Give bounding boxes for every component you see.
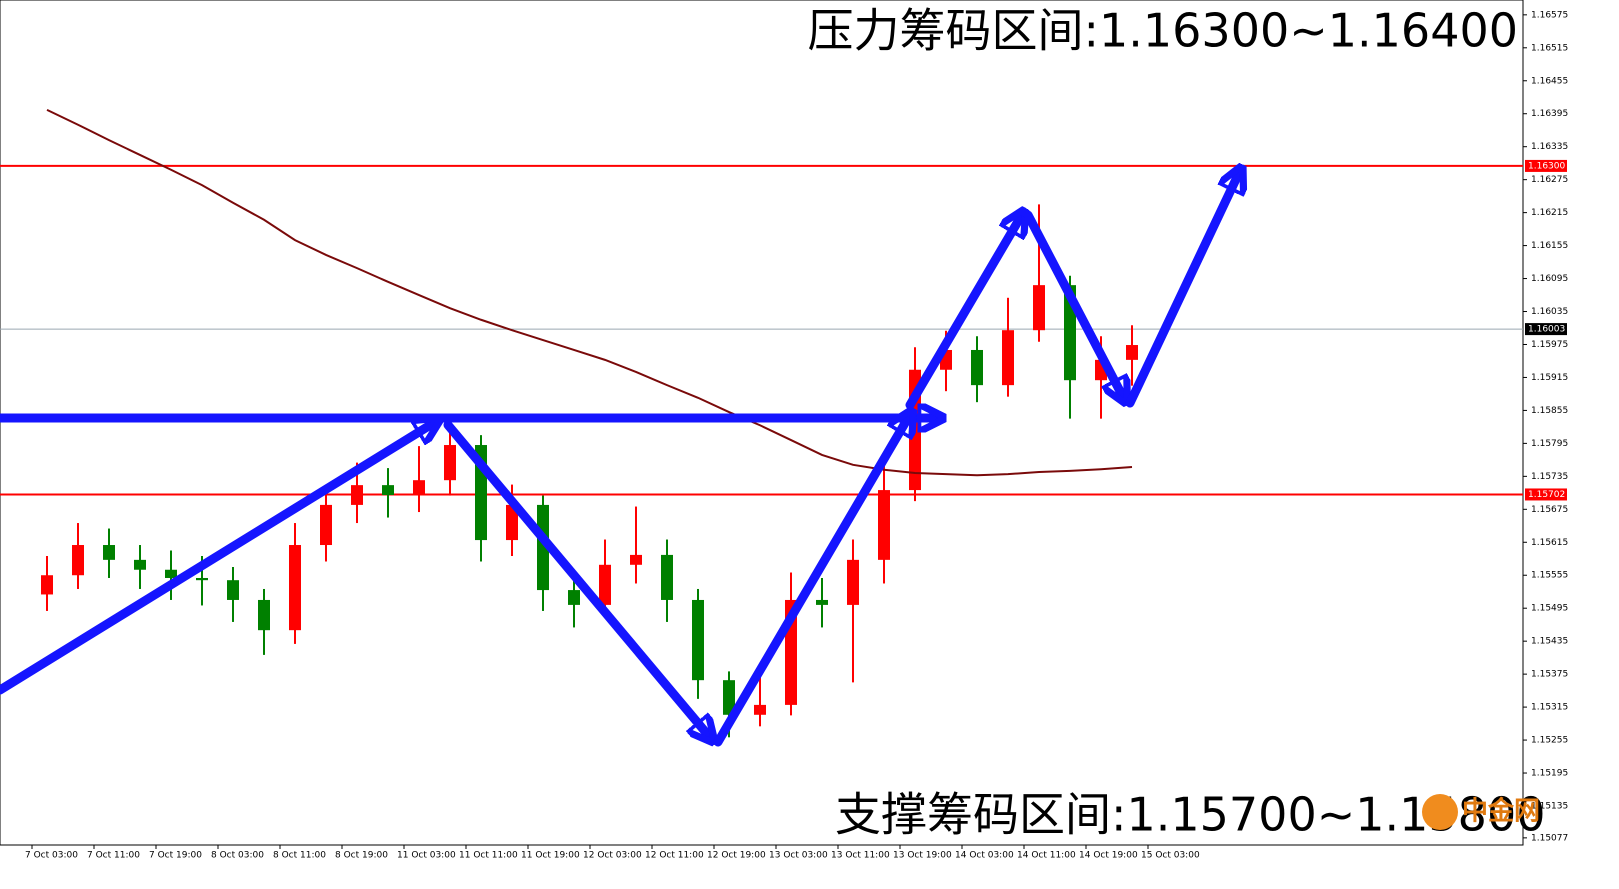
price-marker-label: 1.15702 — [1528, 490, 1565, 500]
candle-body — [568, 590, 580, 605]
candle-body — [196, 577, 208, 581]
x-tick-label: 11 Oct 11:00 — [459, 851, 518, 861]
candle-body — [878, 490, 890, 560]
y-tick-label: 1.16455 — [1531, 76, 1568, 86]
y-tick-label: 1.15555 — [1531, 571, 1568, 581]
y-tick-label: 1.15675 — [1531, 505, 1568, 515]
candle-body — [103, 545, 115, 560]
candle-body — [599, 564, 611, 605]
price-marker — [1525, 159, 1567, 172]
candle-body — [227, 580, 239, 600]
moving-average — [46, 108, 1133, 477]
candle-body — [1033, 285, 1045, 331]
candle-body — [971, 349, 983, 386]
candle-body — [413, 480, 425, 496]
candle-body — [134, 559, 146, 570]
y-tick-label: 1.16395 — [1531, 109, 1568, 119]
price-marker — [1525, 488, 1567, 501]
x-tick-label: 12 Oct 19:00 — [707, 851, 766, 861]
candle-body — [351, 485, 363, 505]
y-tick-label: 1.15735 — [1531, 472, 1568, 482]
x-tick-label: 7 Oct 11:00 — [87, 851, 140, 861]
candle-body — [816, 599, 828, 605]
candle-body — [723, 680, 735, 715]
candle-body — [72, 545, 84, 576]
candle-body — [1002, 330, 1014, 386]
logo-icon — [1422, 794, 1458, 830]
x-tick-label: 11 Oct 19:00 — [521, 851, 580, 861]
candle-body — [537, 504, 549, 591]
candle-body — [320, 504, 332, 546]
x-tick-label: 12 Oct 03:00 — [583, 851, 642, 861]
arrow — [443, 420, 708, 735]
candle-body — [41, 575, 53, 595]
resistance-note: 压力筹码区间:1.16300~1.16400 — [808, 4, 1518, 58]
y-tick-label: 1.16155 — [1531, 241, 1568, 251]
x-tick-label: 7 Oct 03:00 — [25, 851, 78, 861]
y-tick-label: 1.16035 — [1531, 307, 1568, 317]
x-tick-label: 13 Oct 03:00 — [769, 851, 828, 861]
y-tick-label: 1.16575 — [1531, 10, 1568, 20]
y-tick-label: 1.15315 — [1531, 703, 1568, 713]
y-tick-label: 1.15855 — [1531, 406, 1568, 416]
candle-body — [258, 599, 270, 631]
arrow — [0, 424, 432, 695]
y-tick-label: 1.15795 — [1531, 439, 1568, 449]
price-marker — [1525, 323, 1567, 336]
y-tick-label: 1.15435 — [1531, 637, 1568, 647]
x-tick-label: 8 Oct 19:00 — [335, 851, 388, 861]
arrow — [905, 218, 1020, 410]
candle-body — [289, 545, 301, 631]
candle-body — [165, 569, 177, 578]
x-tick-label: 15 Oct 03:00 — [1141, 851, 1200, 861]
x-tick-label: 12 Oct 11:00 — [645, 851, 704, 861]
y-tick-label: 1.15135 — [1531, 801, 1568, 811]
y-tick-label: 1.16095 — [1531, 274, 1568, 284]
y-tick-label: 1.15975 — [1531, 340, 1568, 350]
x-tick-label: 14 Oct 19:00 — [1079, 851, 1138, 861]
candle-body — [444, 445, 456, 481]
y-tick-label: 1.16515 — [1531, 43, 1568, 53]
arrow — [713, 418, 908, 747]
candle-body — [1126, 345, 1138, 360]
y-tick-label: 1.15495 — [1531, 604, 1568, 614]
y-tick-label: 1.15077 — [1531, 833, 1568, 843]
logo-text: 中金网 — [1462, 796, 1540, 827]
y-tick-label: 1.15195 — [1531, 769, 1568, 779]
x-tick-label: 11 Oct 03:00 — [397, 851, 456, 861]
x-tick-label: 14 Oct 11:00 — [1017, 851, 1076, 861]
y-tick-label: 1.16215 — [1531, 208, 1568, 218]
x-tick-label: 14 Oct 03:00 — [955, 851, 1014, 861]
y-tick-label: 1.15915 — [1531, 373, 1568, 383]
candle-body — [382, 485, 394, 496]
candle-body — [506, 504, 518, 541]
trend-arrows — [0, 175, 1238, 742]
y-tick-label: 1.15255 — [1531, 736, 1568, 746]
price-marker-label: 1.16003 — [1528, 325, 1565, 335]
candle-body — [847, 559, 859, 605]
x-tick-label: 13 Oct 11:00 — [831, 851, 890, 861]
arrow — [1125, 175, 1238, 408]
x-tick-label: 13 Oct 19:00 — [893, 851, 952, 861]
candle-body — [661, 554, 673, 600]
candle-body — [630, 554, 642, 565]
candle-body — [754, 704, 766, 715]
y-tick-label: 1.16275 — [1531, 175, 1568, 185]
y-tick-label: 1.16335 — [1531, 142, 1568, 152]
x-tick-label: 8 Oct 03:00 — [211, 851, 264, 861]
candle-body — [692, 599, 704, 681]
arrow — [1023, 210, 1122, 395]
x-tick-label: 7 Oct 19:00 — [149, 851, 202, 861]
x-tick-label: 8 Oct 11:00 — [273, 851, 326, 861]
price-marker-label: 1.16300 — [1528, 161, 1565, 171]
y-tick-label: 1.15615 — [1531, 538, 1568, 548]
y-tick-label: 1.15375 — [1531, 670, 1568, 680]
